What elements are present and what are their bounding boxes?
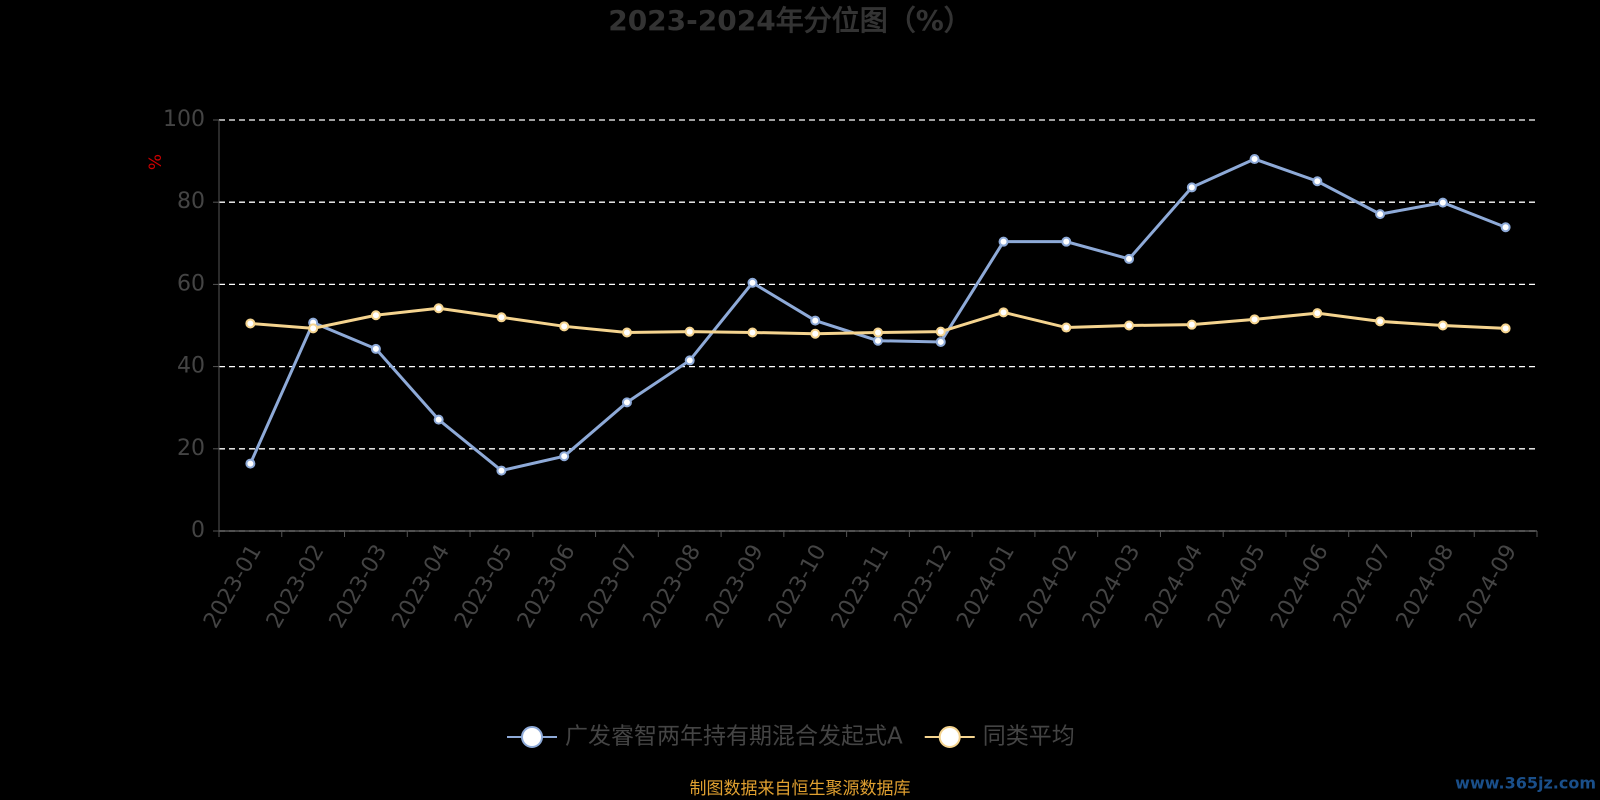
data-point (1124, 253, 1135, 264)
data-point (1500, 323, 1511, 334)
data-point (747, 277, 758, 288)
y-tick-label: 80 (177, 189, 205, 214)
legend-marker (938, 726, 961, 748)
data-point (1437, 197, 1448, 208)
data-point (935, 326, 946, 337)
legend-label: 广发睿智两年持有期混合发起式A (565, 724, 903, 750)
y-tick-label: 60 (177, 271, 205, 296)
y-tick-label: 100 (163, 107, 205, 132)
data-point (1186, 182, 1197, 193)
data-point (1375, 316, 1386, 327)
data-point (433, 414, 444, 425)
data-point (245, 458, 256, 469)
data-point (998, 236, 1009, 247)
source-note: 制图数据来自恒生聚源数据库 (690, 779, 911, 799)
data-point (621, 327, 632, 338)
data-point (1375, 209, 1386, 220)
data-point (245, 318, 256, 329)
y-tick-label: 0 (191, 518, 205, 543)
data-point (1500, 222, 1511, 233)
data-point (433, 303, 444, 314)
data-point (559, 451, 570, 462)
data-point (370, 310, 381, 321)
legend-marker (521, 726, 543, 748)
data-point (810, 328, 821, 339)
y-tick-label: 40 (177, 354, 205, 379)
watermark: www.365jz.com (1455, 774, 1596, 793)
data-point (684, 355, 695, 366)
data-point (998, 307, 1009, 318)
data-point (1249, 314, 1260, 325)
data-point (370, 343, 381, 354)
data-point (496, 312, 507, 323)
data-point (747, 327, 758, 338)
data-point (1186, 319, 1197, 330)
legend-item: 广发睿智两年持有期混合发起式A (507, 724, 903, 750)
y-axis-label: % (146, 154, 166, 170)
data-point (810, 315, 821, 326)
data-point (308, 323, 319, 334)
data-point (1312, 308, 1323, 319)
data-point (1437, 320, 1448, 331)
data-point (496, 465, 507, 476)
legend-label: 同类平均 (983, 724, 1075, 750)
data-point (873, 335, 883, 346)
legend-item: 同类平均 (924, 724, 1075, 750)
data-point (559, 321, 570, 332)
data-point (873, 327, 883, 338)
y-tick-label: 20 (177, 436, 205, 461)
data-point (1061, 322, 1072, 333)
chart-title: 2023-2024年分位图（%） (608, 4, 972, 37)
data-point (684, 326, 695, 337)
data-point (1124, 320, 1135, 331)
data-point (1061, 236, 1072, 247)
data-point (935, 336, 946, 347)
data-point (1249, 154, 1260, 165)
data-point (621, 397, 632, 408)
data-point (1312, 176, 1323, 187)
